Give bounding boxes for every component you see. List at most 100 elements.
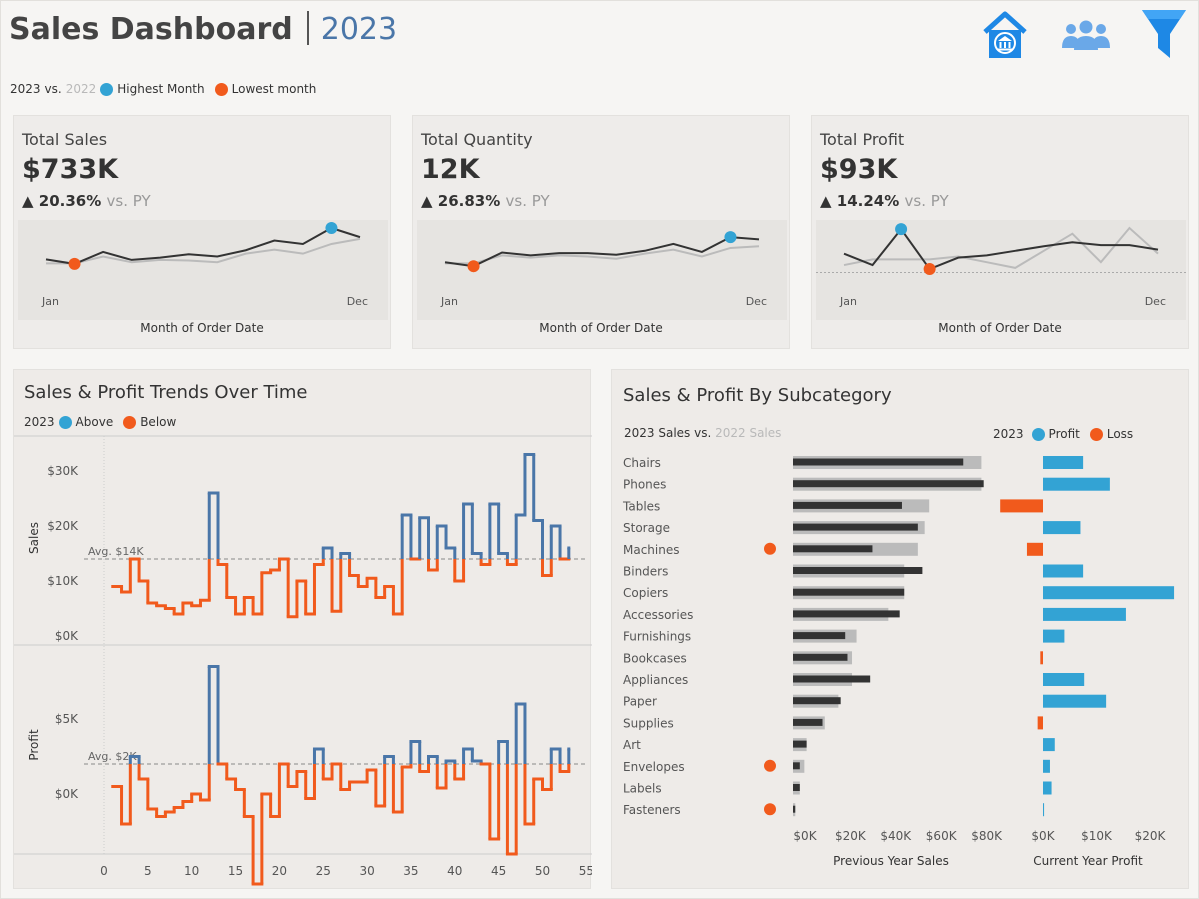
x-tick: 20 bbox=[272, 864, 287, 878]
sales-legend: 2023 Sales vs. 2022 Sales bbox=[624, 426, 781, 440]
profit-tick: $20K bbox=[1135, 829, 1167, 843]
current-sales-bar bbox=[793, 632, 846, 640]
lowest-month-point bbox=[467, 260, 480, 273]
legend-vs: vs. bbox=[44, 82, 62, 96]
flag-dot bbox=[764, 542, 776, 555]
subcategory-chart[interactable]: Chairs Phones Tables Storage Machines Binders… bbox=[612, 370, 1190, 890]
legend-lowest: Lowest month bbox=[231, 82, 317, 96]
x-tick: 25 bbox=[316, 864, 331, 878]
flag-dot bbox=[764, 759, 776, 772]
kpi-card-profit[interactable]: Total Profit $93K ▲ 14.24% vs. PY Jan De… bbox=[811, 115, 1189, 349]
profit-bar bbox=[1043, 694, 1107, 708]
home-bank-icon[interactable] bbox=[980, 10, 1030, 60]
highest-month-point bbox=[724, 231, 737, 244]
trends-legend: 2023 Above Below bbox=[24, 415, 176, 429]
subcategory-panel: Sales & Profit By Subcategory 2023 Sales… bbox=[611, 369, 1189, 889]
profit-legend-profit: Profit bbox=[1048, 427, 1080, 441]
profit-bar bbox=[1043, 607, 1126, 621]
trends-panel: Sales & Profit Trends Over Time 2023 Abo… bbox=[13, 369, 592, 890]
profit-bar bbox=[1043, 477, 1110, 491]
page-title: Sales Dashboard 2023 bbox=[9, 11, 397, 47]
above-dot bbox=[58, 415, 72, 429]
x-axis-title: Month of Order Date bbox=[539, 321, 663, 335]
profit-bar bbox=[1043, 738, 1055, 752]
kpi-vs-label: vs. PY bbox=[904, 192, 949, 210]
sales-axis-label: Sales bbox=[27, 522, 41, 554]
subcategory-label: Machines bbox=[623, 543, 679, 557]
kpi-change-pct: 14.24% bbox=[836, 192, 900, 210]
arrow-up-icon: ▲ bbox=[421, 192, 433, 210]
trends-title: Sales & Profit Trends Over Time bbox=[24, 382, 308, 403]
loss-dot bbox=[1089, 427, 1103, 441]
current-sales-bar bbox=[793, 523, 918, 531]
x-tick: 50 bbox=[535, 864, 550, 878]
current-sales-bar bbox=[793, 567, 923, 574]
sales-tick: $20K bbox=[47, 519, 79, 533]
profit-axis-label: Profit bbox=[27, 729, 41, 761]
x-tick: 55 bbox=[579, 864, 592, 878]
trends-chart[interactable]: $30K $20K $10K $0K Sales Avg. $14K $5K $0K Profi… bbox=[14, 370, 592, 890]
kpi-label: Total Quantity bbox=[421, 130, 533, 149]
profit-bar bbox=[1043, 803, 1045, 817]
sales-legend-current: 2023 Sales vs. bbox=[624, 426, 712, 440]
current-sales-bar bbox=[793, 653, 848, 661]
dashboard-title: Sales Dashboard bbox=[9, 12, 293, 47]
kpi-change: ▲ 14.24% vs. PY bbox=[820, 192, 949, 210]
x-end-label: Dec bbox=[1144, 295, 1166, 308]
kpi-card-sales[interactable]: Total Sales $733K ▲ 20.36% vs. PY Jan De… bbox=[13, 115, 391, 349]
profit-bar bbox=[1043, 629, 1065, 643]
kpi-label: Total Profit bbox=[820, 130, 905, 149]
profit-dot bbox=[1031, 427, 1045, 441]
top-legend: 2023 vs. 2022 Highest Month Lowest month bbox=[10, 82, 316, 96]
subcategory-label: Storage bbox=[623, 521, 670, 535]
legend-previous-year: 2022 bbox=[65, 82, 97, 96]
current-year-line bbox=[444, 236, 760, 268]
sparkline-profit[interactable] bbox=[816, 220, 1186, 320]
legend-below: Below bbox=[140, 415, 177, 429]
legend-above: Above bbox=[75, 415, 114, 429]
profit-tick: $0K bbox=[55, 787, 79, 801]
x-tick: 15 bbox=[228, 864, 243, 878]
kpi-change: ▲ 20.36% vs. PY bbox=[22, 192, 151, 210]
kpi-change-pct: 26.83% bbox=[437, 192, 501, 210]
subcategory-label: Paper bbox=[623, 695, 657, 709]
profit-tick: $0K bbox=[1031, 829, 1055, 843]
x-tick: 45 bbox=[491, 864, 506, 878]
flag-dot bbox=[764, 803, 776, 816]
current-sales-bar bbox=[793, 805, 796, 813]
kpi-value: 12K bbox=[421, 154, 480, 185]
highest-month-point bbox=[895, 223, 908, 236]
profit-bar bbox=[1040, 651, 1043, 665]
current-sales-bar bbox=[793, 501, 902, 509]
current-sales-bar bbox=[793, 740, 807, 748]
current-sales-bar bbox=[793, 588, 905, 596]
kpi-label: Total Sales bbox=[22, 130, 108, 149]
lowest-month-point bbox=[68, 257, 81, 270]
profit-tick: $5K bbox=[55, 712, 79, 726]
profit-axis-title: Current Year Profit bbox=[1033, 854, 1143, 868]
x-tick: 40 bbox=[447, 864, 462, 878]
sales-tick: $30K bbox=[47, 464, 79, 478]
current-sales-bar bbox=[793, 718, 823, 726]
filter-funnel-icon[interactable] bbox=[1140, 8, 1188, 60]
x-end-label: Dec bbox=[745, 295, 767, 308]
lowest-month-point bbox=[923, 263, 936, 276]
highest-month-point bbox=[325, 222, 338, 234]
sparkline-quantity[interactable] bbox=[417, 220, 787, 320]
x-start-label: Jan bbox=[42, 295, 59, 308]
x-tick: 30 bbox=[359, 864, 374, 878]
kpi-card-quantity[interactable]: Total Quantity 12K ▲ 26.83% vs. PY Jan D… bbox=[412, 115, 790, 349]
legend-current-year: 2023 bbox=[10, 82, 41, 96]
current-year-line bbox=[45, 226, 361, 265]
profit-legend-year: 2023 bbox=[993, 427, 1024, 441]
profit-bar bbox=[1043, 521, 1081, 535]
x-axis-title: Month of Order Date bbox=[140, 321, 264, 335]
current-sales-bar bbox=[793, 697, 841, 705]
subcategory-label: Accessories bbox=[623, 608, 693, 622]
kpi-value: $733K bbox=[22, 154, 119, 185]
subcategory-label: Phones bbox=[623, 478, 666, 492]
title-divider bbox=[306, 11, 309, 45]
sparkline-sales[interactable] bbox=[18, 220, 388, 320]
profit-legend: 2023 Profit Loss bbox=[993, 427, 1133, 441]
users-icon[interactable] bbox=[1060, 18, 1112, 50]
